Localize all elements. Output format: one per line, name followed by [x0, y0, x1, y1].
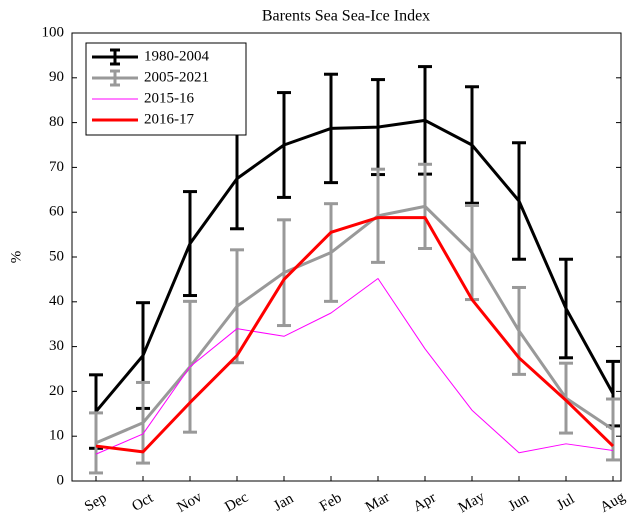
x-tick-label: May: [456, 488, 488, 516]
y-axis-label: %: [8, 251, 24, 264]
x-tick-label: Jun: [506, 490, 532, 515]
series-line: [94, 118, 615, 413]
y-tick-label: 70: [49, 159, 64, 175]
y-tick-label: 20: [49, 383, 64, 399]
y-tick-label: 30: [49, 338, 64, 354]
legend-label: 2015-16: [144, 90, 194, 106]
series-line: [95, 278, 614, 455]
y-tick-label: 0: [57, 472, 65, 488]
y-tick-label: 10: [49, 428, 64, 444]
x-tick-label: Apr: [411, 490, 439, 516]
legend-label: 1980-2004: [144, 48, 209, 64]
x-tick-label: Feb: [317, 490, 344, 515]
y-tick-label: 100: [42, 24, 65, 40]
x-tick-label: Jul: [554, 491, 577, 514]
x-tick-label: Jan: [271, 490, 297, 514]
x-tick-label: Sep: [82, 490, 109, 515]
y-tick-label: 80: [49, 114, 64, 130]
x-tick-label: Dec: [222, 489, 251, 515]
series-line: [95, 216, 615, 454]
x-tick-label: Oct: [129, 490, 156, 515]
x-tick-label: Nov: [175, 489, 206, 516]
y-tick-label: 60: [49, 204, 64, 220]
legend-label: 2005-2021: [144, 69, 209, 85]
legend-label: 2016-17: [144, 111, 194, 127]
series-line: [95, 204, 614, 445]
chart-title: Barents Sea Sea-Ice Index: [262, 8, 430, 25]
y-tick-label: 50: [49, 248, 64, 264]
x-tick-label: Aug: [598, 489, 629, 516]
y-tick-label: 90: [49, 69, 64, 85]
y-tick-label: 40: [49, 293, 64, 309]
x-tick-label: Mar: [363, 489, 393, 515]
